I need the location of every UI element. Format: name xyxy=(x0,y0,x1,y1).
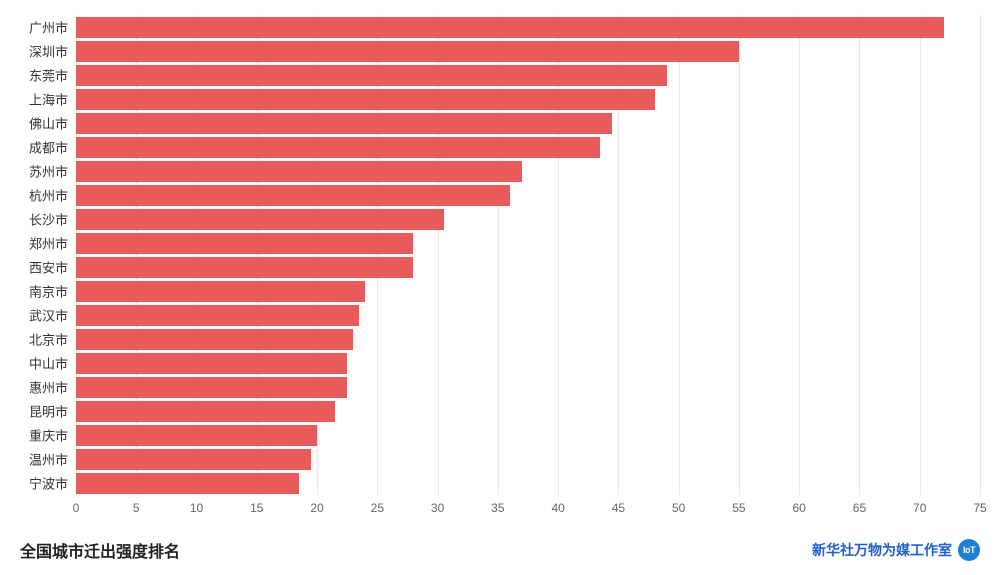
bar xyxy=(76,233,413,254)
gridline xyxy=(980,15,981,495)
plot-region: 广州市深圳市东莞市上海市佛山市成都市苏州市杭州市长沙市郑州市西安市南京市武汉市北… xyxy=(76,15,980,495)
bar-row: 苏州市 xyxy=(76,159,980,183)
bar xyxy=(76,65,667,86)
credit-text: 新华社万物为媒工作室 xyxy=(812,540,952,560)
y-category-label: 武汉市 xyxy=(29,306,68,325)
x-tick-label: 25 xyxy=(371,501,384,515)
x-tick-label: 40 xyxy=(551,501,564,515)
x-axis: 051015202530354045505560657075 xyxy=(76,495,980,520)
y-category-label: 北京市 xyxy=(29,330,68,349)
footer: 全国城市迁出强度排名 新华社万物为媒工作室 IoT xyxy=(20,535,980,565)
bar-row: 佛山市 xyxy=(76,111,980,135)
bar xyxy=(76,305,359,326)
bar-row: 中山市 xyxy=(76,351,980,375)
bar-row: 东莞市 xyxy=(76,63,980,87)
y-category-label: 温州市 xyxy=(29,450,68,469)
y-category-label: 昆明市 xyxy=(29,402,68,421)
x-tick-label: 60 xyxy=(793,501,806,515)
y-category-label: 宁波市 xyxy=(29,474,68,493)
y-category-label: 深圳市 xyxy=(29,42,68,61)
chart-title: 全国城市迁出强度排名 xyxy=(20,538,180,562)
bar xyxy=(76,257,413,278)
x-tick-label: 0 xyxy=(73,501,80,515)
bar xyxy=(76,353,347,374)
y-category-label: 重庆市 xyxy=(29,426,68,445)
bar xyxy=(76,473,299,494)
x-tick-label: 30 xyxy=(431,501,444,515)
x-tick-label: 45 xyxy=(612,501,625,515)
bar xyxy=(76,89,655,110)
y-category-label: 长沙市 xyxy=(29,210,68,229)
credit: 新华社万物为媒工作室 IoT xyxy=(812,539,980,561)
y-category-label: 苏州市 xyxy=(29,162,68,181)
bar-row: 上海市 xyxy=(76,87,980,111)
x-tick-label: 35 xyxy=(491,501,504,515)
bar-row: 杭州市 xyxy=(76,183,980,207)
y-category-label: 佛山市 xyxy=(29,114,68,133)
bar xyxy=(76,281,365,302)
y-category-label: 西安市 xyxy=(29,258,68,277)
x-tick-label: 20 xyxy=(310,501,323,515)
bar xyxy=(76,329,353,350)
bar-row: 宁波市 xyxy=(76,471,980,495)
bar xyxy=(76,209,444,230)
bar-row: 长沙市 xyxy=(76,207,980,231)
y-category-label: 杭州市 xyxy=(29,186,68,205)
x-tick-label: 50 xyxy=(672,501,685,515)
bar xyxy=(76,41,739,62)
credit-badge-icon: IoT xyxy=(958,539,980,561)
x-tick-label: 10 xyxy=(190,501,203,515)
bar xyxy=(76,185,510,206)
y-category-label: 广州市 xyxy=(29,18,68,37)
bar xyxy=(76,401,335,422)
x-tick-label: 15 xyxy=(250,501,263,515)
y-category-label: 惠州市 xyxy=(29,378,68,397)
x-tick-label: 55 xyxy=(732,501,745,515)
bar xyxy=(76,137,600,158)
bar-row: 南京市 xyxy=(76,279,980,303)
x-tick-label: 65 xyxy=(853,501,866,515)
bar xyxy=(76,113,612,134)
bar-row: 西安市 xyxy=(76,255,980,279)
y-category-label: 成都市 xyxy=(29,138,68,157)
y-category-label: 上海市 xyxy=(29,90,68,109)
bar xyxy=(76,17,944,38)
y-category-label: 南京市 xyxy=(29,282,68,301)
bar-row: 武汉市 xyxy=(76,303,980,327)
chart-area: 广州市深圳市东莞市上海市佛山市成都市苏州市杭州市长沙市郑州市西安市南京市武汉市北… xyxy=(20,15,980,520)
bar-row: 深圳市 xyxy=(76,39,980,63)
bar xyxy=(76,425,317,446)
bar xyxy=(76,449,311,470)
bar-row: 广州市 xyxy=(76,15,980,39)
y-category-label: 中山市 xyxy=(29,354,68,373)
x-tick-label: 70 xyxy=(913,501,926,515)
bar xyxy=(76,377,347,398)
bar-row: 温州市 xyxy=(76,447,980,471)
y-category-label: 郑州市 xyxy=(29,234,68,253)
bar-row: 重庆市 xyxy=(76,423,980,447)
bar-row: 郑州市 xyxy=(76,231,980,255)
bar-row: 惠州市 xyxy=(76,375,980,399)
bar-row: 昆明市 xyxy=(76,399,980,423)
x-tick-label: 5 xyxy=(133,501,140,515)
y-category-label: 东莞市 xyxy=(29,66,68,85)
bar xyxy=(76,161,522,182)
bar-row: 成都市 xyxy=(76,135,980,159)
bar-row: 北京市 xyxy=(76,327,980,351)
x-tick-label: 75 xyxy=(973,501,986,515)
